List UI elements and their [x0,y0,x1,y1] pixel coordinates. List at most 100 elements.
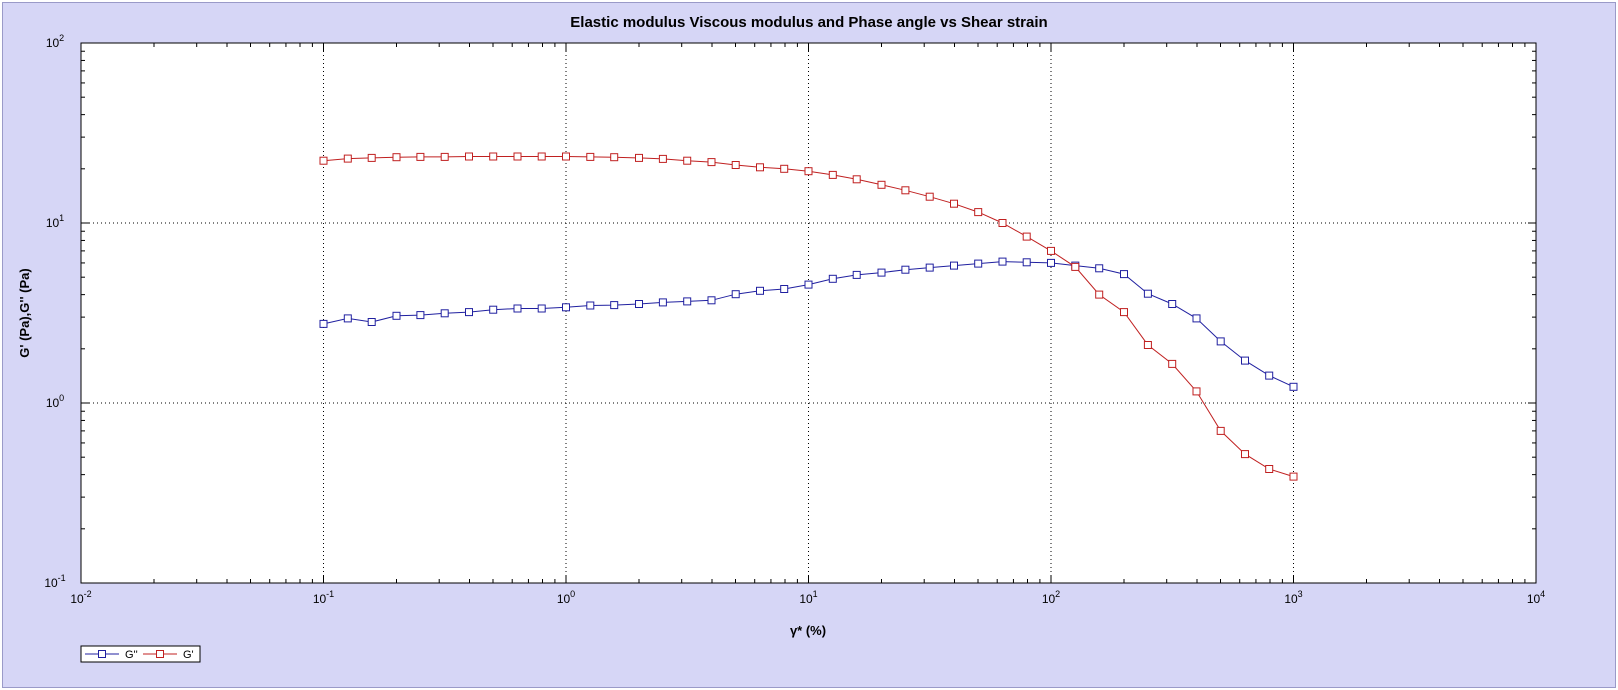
x-axis-title: γ* (%) [790,623,826,638]
grid-lines [81,43,1536,583]
data-point-g-double-prime [1168,300,1177,308]
data-point-g-double-prime [537,304,546,313]
data-point-g-prime [465,152,473,161]
x-tick-label: 10-1 [313,589,334,606]
data-point-g-prime [635,153,643,162]
data-point-g-prime [319,156,328,165]
x-tick-label: 101 [799,589,817,606]
x-tick-label: 103 [1284,589,1302,606]
data-point-g-double-prime [513,304,522,313]
data-point-g-prime [828,170,837,179]
data-point-g-double-prime [1120,270,1128,279]
data-point-g-prime [901,186,910,195]
data-point-g-prime [392,153,401,162]
data-point-g-prime [513,152,522,161]
data-point-g-prime [925,192,934,201]
data-point-g-prime [1241,450,1249,459]
data-point-g-double-prime [1216,337,1225,346]
y-tick-label: 102 [46,33,64,50]
data-point-g-prime [998,219,1007,227]
data-point-g-double-prime [1022,258,1031,267]
data-point-g-prime [877,180,886,189]
legend-box [80,645,201,663]
data-point-g-prime [1265,465,1274,473]
data-point-g-prime [537,152,546,161]
legend-label-g-double-prime: G'' [125,649,138,661]
data-point-g-prime [1120,308,1128,317]
data-point-g-prime [804,167,813,176]
y-tick-label: 101 [46,213,64,230]
data-point-g-double-prime [392,311,401,320]
data-point-g-double-prime [780,285,789,293]
data-point-g-double-prime [804,280,813,289]
chart-svg: Elastic modulus Viscous modulus and Phas… [17,14,1545,663]
data-point-g-double-prime [1192,314,1201,323]
data-point-g-prime [756,163,764,172]
data-point-g-prime [562,152,570,161]
data-point-g-prime [489,152,498,161]
data-point-g-prime [974,208,983,217]
y-tick-label: 10-1 [44,573,65,590]
legend-marker-g-double-prime [98,650,106,658]
data-point-g-double-prime [610,301,619,310]
data-point-g-prime [1216,426,1225,435]
data-point-g-double-prime [950,261,958,270]
legend-label-g-prime: G' [183,649,194,661]
legend-marker-g-prime [156,650,164,658]
data-point-g-prime [1289,472,1298,481]
data-point-g-double-prime [998,257,1007,266]
data-point-g-prime [683,156,692,165]
data-point-g-double-prime [489,305,498,314]
data-point-g-prime [1022,232,1031,241]
data-point-g-double-prime [319,319,328,328]
y-tick-label: 100 [46,393,64,410]
data-point-g-prime [610,153,619,162]
data-point-g-double-prime [1095,264,1104,273]
data-point-g-prime [440,152,449,161]
data-point-g-double-prime [1289,382,1298,391]
chart-title: Elastic modulus Viscous modulus and Phas… [570,14,1047,31]
legend: G'' G' [80,645,201,663]
x-axis-ticks: 10-2 10-1 100 101 102 103 104 [70,43,1545,606]
data-point-g-double-prime [877,268,886,277]
data-point-g-double-prime [852,270,861,279]
data-point-g-prime [731,161,740,169]
x-tick-label: 10-2 [70,589,91,606]
series-layer [319,152,1298,481]
data-point-g-double-prime [731,290,740,299]
data-point-g-prime [1095,290,1104,299]
x-tick-label: 104 [1527,589,1545,606]
data-point-g-double-prime [1241,356,1249,365]
x-tick-label: 100 [557,589,575,606]
data-point-g-double-prime [1143,289,1152,298]
data-point-g-prime [852,175,861,184]
plot-area [80,42,1537,584]
data-point-g-prime [1047,246,1055,255]
data-point-g-prime [707,158,716,167]
minor-ticks [81,43,1536,583]
data-point-g-prime [367,153,376,162]
data-point-g-prime [1143,341,1152,349]
data-point-g-double-prime [635,300,643,308]
data-point-g-double-prime [343,314,352,323]
data-point-g-double-prime [586,301,595,310]
y-axis-title: G' (Pa),G'' (Pa) [17,268,32,357]
data-point-g-prime [658,154,667,163]
data-point-g-double-prime [828,274,837,283]
data-point-g-double-prime [658,298,667,307]
data-point-g-prime [586,152,595,161]
y-axis-ticks: 10-1 100 101 102 [44,33,1536,590]
data-point-g-double-prime [756,286,764,295]
data-point-g-double-prime [465,308,473,317]
x-tick-label: 102 [1042,589,1060,606]
data-point-g-double-prime [440,309,449,318]
data-point-g-prime [343,154,352,163]
data-point-g-double-prime [1047,258,1055,267]
data-point-g-prime [950,199,958,208]
data-point-g-double-prime [416,311,425,320]
data-point-g-double-prime [925,263,934,272]
data-point-g-double-prime [367,318,376,326]
data-point-g-prime [1168,359,1177,368]
data-point-g-double-prime [562,303,570,312]
